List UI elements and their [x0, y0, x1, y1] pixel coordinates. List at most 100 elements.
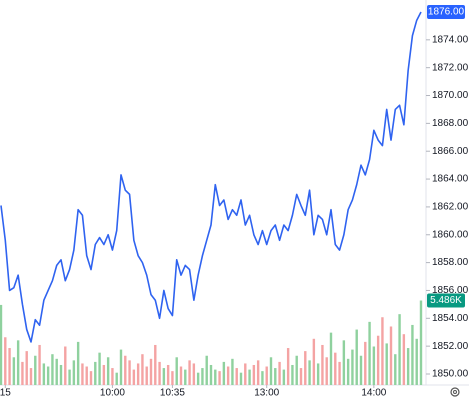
settings-icon[interactable]	[450, 387, 460, 397]
volume-bar	[106, 357, 110, 385]
volume-bar	[394, 354, 397, 385]
volume-bar	[329, 332, 333, 385]
y-tick-label: 1862.00	[432, 202, 469, 213]
volume-bar	[64, 346, 67, 385]
volume-bar	[342, 340, 346, 385]
volume-bar	[359, 355, 363, 385]
volume-bar	[154, 344, 157, 385]
volume-bar	[68, 369, 71, 385]
volume-bar	[192, 363, 196, 385]
volume-bar	[162, 368, 166, 385]
volume-bar	[59, 364, 63, 385]
y-tick-label: 1854.00	[432, 313, 469, 324]
volume-bar	[51, 354, 54, 385]
volume-bar	[415, 338, 418, 385]
volume-bar	[94, 361, 97, 385]
volume-bar	[85, 366, 88, 385]
volume-bar	[222, 361, 226, 385]
volume-bar	[231, 358, 234, 385]
volume-bar	[286, 348, 290, 385]
volume-bar	[372, 346, 376, 385]
volume-bar	[406, 348, 410, 385]
volume-bar	[274, 368, 277, 385]
volume-bar	[244, 363, 247, 385]
volume-bar	[325, 357, 328, 385]
volume-bar	[261, 371, 264, 385]
volume-bar	[218, 371, 221, 385]
volume-bar	[321, 344, 324, 385]
volume-bar	[179, 366, 183, 385]
y-tick-label: 1864.00	[432, 174, 469, 185]
badge-label: 1876.00	[428, 7, 465, 18]
volume-bar	[42, 363, 46, 385]
x-tick-label: 14:00	[361, 388, 386, 399]
volume-bar	[38, 344, 41, 385]
volume-bar	[72, 360, 76, 385]
price-line	[0, 11, 422, 343]
volume-bar	[239, 372, 243, 385]
volume-bar	[0, 304, 3, 385]
y-tick-label: 1872.00	[432, 62, 469, 73]
y-tick-label: 1868.00	[432, 118, 469, 129]
y-tick-label: 1856.00	[432, 285, 469, 296]
volume-bar	[376, 335, 380, 385]
badge	[427, 293, 465, 308]
x-tick-label: 10:00	[100, 388, 125, 399]
volume-bar	[269, 357, 273, 385]
y-tick-label: 1860.00	[432, 229, 469, 240]
volume-bar	[265, 366, 268, 385]
volume-bar	[278, 361, 281, 385]
y-tick-label: 1850.00	[432, 369, 469, 380]
volume-bar	[282, 369, 286, 385]
volume-bar	[98, 352, 101, 385]
volume-bar	[8, 348, 11, 385]
volume-bar	[368, 321, 371, 385]
volume-bar	[291, 364, 294, 385]
volume-bar	[34, 355, 37, 385]
volume-bar	[81, 363, 84, 385]
volume-bar	[209, 364, 213, 385]
volume-bar	[111, 368, 114, 385]
volume-bar	[304, 351, 307, 385]
volume-bar	[16, 340, 20, 385]
x-tick-label: 15	[0, 388, 11, 399]
volume-bar	[389, 326, 393, 385]
volume-bar	[205, 355, 208, 385]
volume-bar	[256, 360, 260, 385]
volume-bar	[364, 341, 367, 385]
y-tick-label: 1858.00	[432, 257, 469, 268]
volume-bar	[355, 329, 358, 385]
volume-bar	[248, 369, 251, 385]
volume-bar	[166, 364, 170, 385]
volume-bar	[4, 337, 7, 385]
volume-bar	[76, 341, 80, 385]
x-tick-label: 10:35	[160, 388, 185, 399]
y-tick-label: 1866.00	[432, 146, 469, 157]
volume-bar	[132, 369, 136, 385]
y-tick-label: 1852.00	[432, 341, 469, 352]
volume-bar	[145, 366, 148, 385]
volume-bar	[188, 360, 191, 385]
volume-bar	[299, 368, 303, 385]
volume-bar	[201, 368, 204, 385]
volume-bar	[136, 363, 140, 385]
volume-bar	[149, 358, 153, 385]
volume-bar	[381, 317, 384, 385]
volume-bar	[252, 364, 256, 385]
volume-bar	[312, 338, 316, 385]
volume-bar	[102, 364, 106, 385]
volume-bar	[12, 357, 16, 385]
volume-bar	[25, 351, 28, 385]
volume-bar	[196, 372, 200, 385]
volume-bar	[385, 343, 388, 385]
y-tick-label: 1874.00	[432, 34, 469, 45]
volume-bar	[128, 360, 131, 385]
volume-bar	[402, 334, 406, 385]
volume-bar	[351, 349, 354, 385]
volume-bar	[141, 354, 144, 385]
volume-bar	[316, 363, 320, 385]
volume-bar	[295, 355, 298, 385]
volume-bar	[338, 361, 341, 385]
volume-bar	[398, 314, 401, 385]
